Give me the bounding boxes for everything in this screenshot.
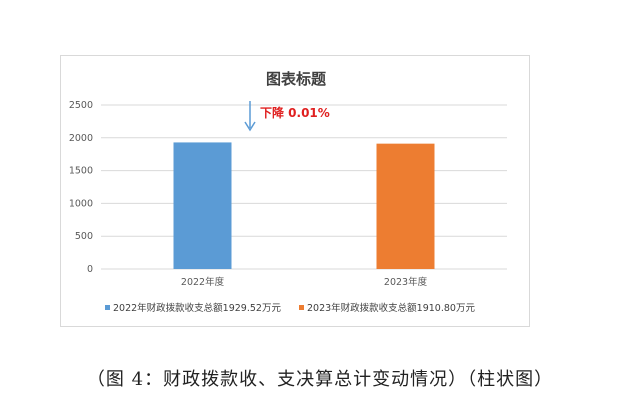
y-tick-label: 1000 xyxy=(69,198,93,209)
y-tick-label: 0 xyxy=(87,264,93,275)
chart-title: 图表标题 xyxy=(266,70,327,88)
figure-caption: （图 4：财政拨款收、支决算总计变动情况）（柱状图） xyxy=(86,369,554,390)
legend-label-2022: 2022年财政拨款收支总额1929.52万元 xyxy=(113,302,281,314)
chart-frame: 图表标题 0 500 1000 1500 2000 2500 2022年度 2023年度 下降… xyxy=(60,55,530,327)
y-tick-label: 2500 xyxy=(69,100,93,111)
decrease-annotation: 下降 0.01% xyxy=(244,101,330,132)
y-tick-label: 500 xyxy=(75,231,93,242)
x-tick-label: 2023年度 xyxy=(384,276,428,288)
bar-chart: 图表标题 0 500 1000 1500 2000 2500 2022年度 2023年度 下降… xyxy=(69,70,507,314)
bar-2022年度 xyxy=(173,142,232,269)
x-tick-label: 2022年度 xyxy=(181,276,225,288)
bar-2023年度 xyxy=(376,143,435,269)
down-arrow-head xyxy=(244,121,256,132)
y-tick-label: 2000 xyxy=(69,133,93,144)
y-tick-label: 1500 xyxy=(69,166,93,177)
legend-label-2023: 2023年财政拨款收支总额1910.80万元 xyxy=(307,302,475,314)
legend-swatch-2023 xyxy=(299,305,304,310)
legend: 2022年财政拨款收支总额1929.52万元 2023年财政拨款收支总额1910… xyxy=(105,302,475,314)
legend-swatch-2022 xyxy=(105,305,110,310)
decrease-label: 下降 0.01% xyxy=(260,105,330,120)
